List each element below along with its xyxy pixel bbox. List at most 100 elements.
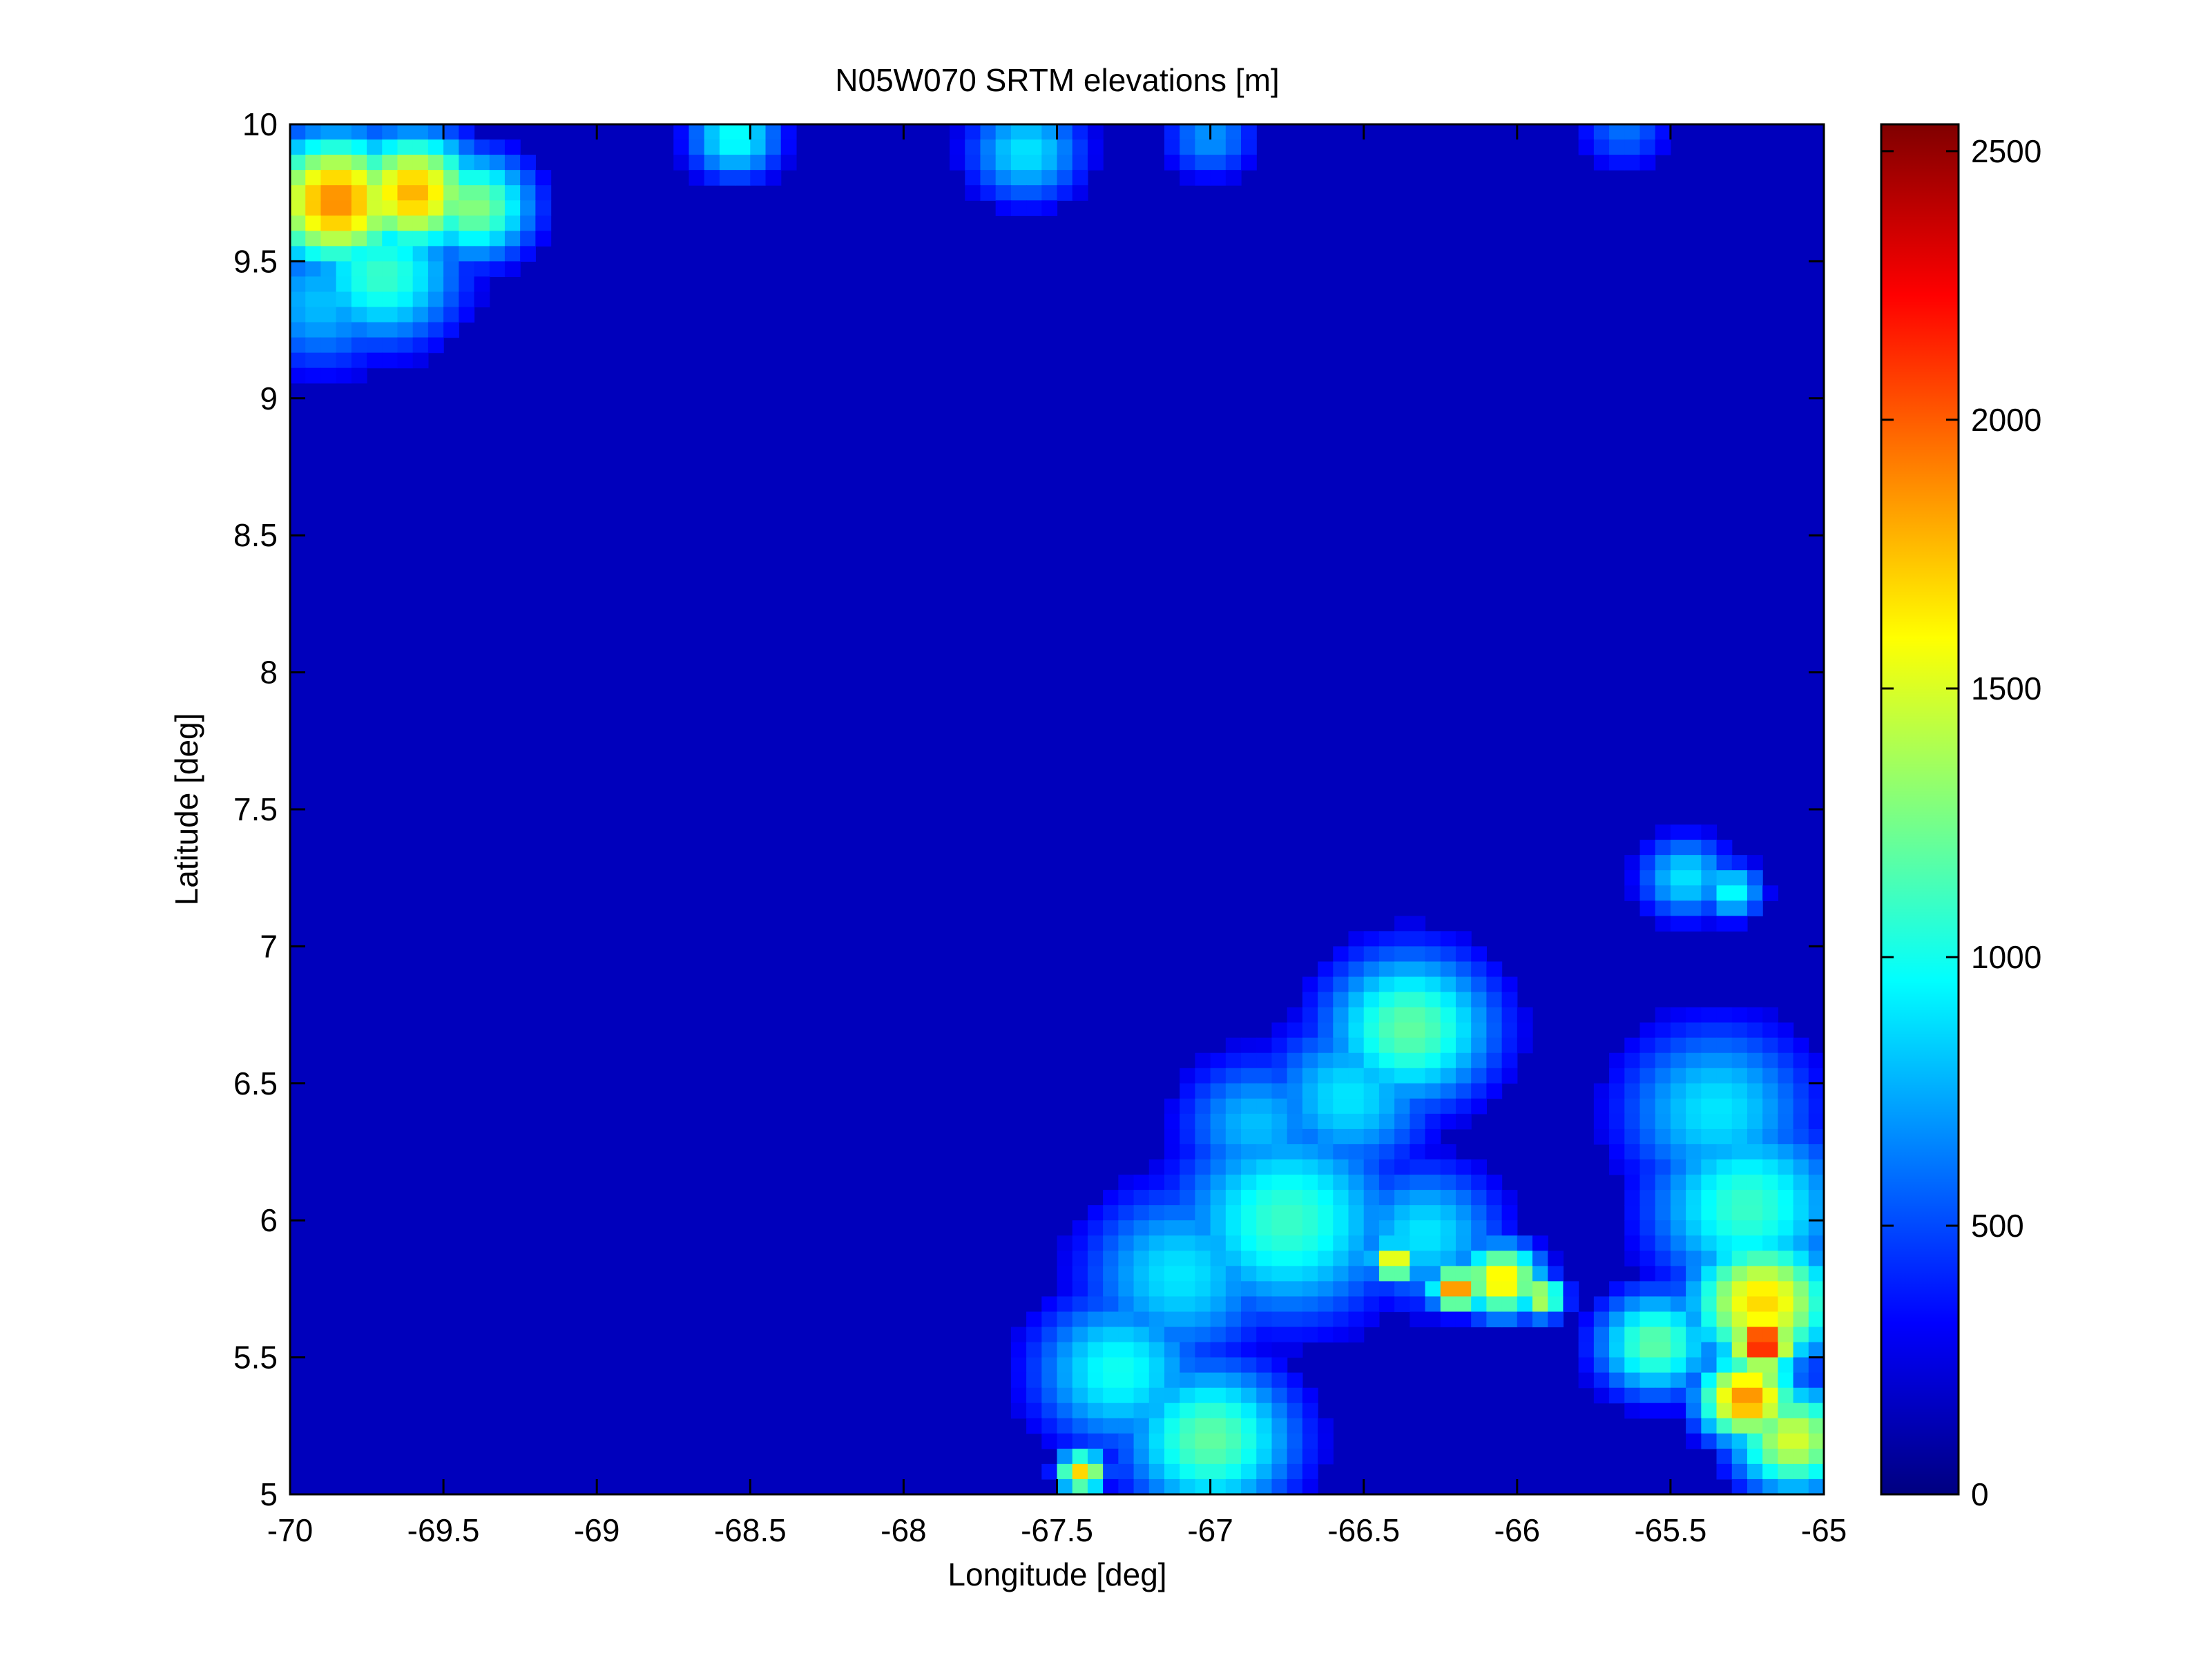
heatmap-cell	[1501, 1022, 1518, 1039]
heatmap-cell	[1363, 1083, 1380, 1099]
heatmap-cell	[1210, 1387, 1227, 1404]
heatmap-cell	[1287, 1418, 1303, 1434]
heatmap-cell	[1686, 1342, 1702, 1358]
heatmap-cell	[1302, 1402, 1318, 1419]
heatmap-cell	[1241, 1327, 1257, 1343]
heatmap-cell	[1010, 155, 1027, 171]
heatmap-cell	[427, 231, 444, 247]
heatmap-cell	[1762, 1402, 1778, 1419]
heatmap-cell	[1333, 961, 1349, 978]
heatmap-cell	[1639, 1266, 1656, 1282]
heatmap-cell	[689, 124, 705, 140]
heatmap-cell	[1808, 1205, 1825, 1221]
heatmap-cell	[1731, 1463, 1748, 1480]
heatmap-cell	[1087, 1251, 1104, 1266]
heatmap-cell	[1180, 1311, 1195, 1328]
heatmap-cell	[1701, 1433, 1718, 1449]
heatmap-cell	[1287, 1402, 1303, 1419]
heatmap-cell	[1486, 1311, 1503, 1328]
heatmap-cell	[704, 170, 720, 186]
heatmap-cell	[427, 261, 444, 278]
heatmap-cell	[1410, 1128, 1426, 1145]
heatmap-cell	[1133, 1251, 1150, 1266]
heatmap-cell	[1455, 1113, 1472, 1130]
heatmap-cell	[1701, 1113, 1718, 1130]
heatmap-cell	[382, 155, 398, 171]
heatmap-cell	[382, 322, 398, 338]
heatmap-cell	[1716, 885, 1733, 901]
heatmap-cell	[780, 124, 797, 140]
heatmap-cell	[305, 307, 322, 323]
heatmap-cell	[367, 291, 383, 308]
heatmap-cell	[1394, 916, 1410, 932]
heatmap-cell	[1639, 1068, 1656, 1084]
heatmap-cell	[1762, 1296, 1778, 1313]
heatmap-cell	[1793, 1281, 1809, 1298]
heatmap-cell	[1455, 1022, 1472, 1039]
heatmap-cell	[1686, 1205, 1702, 1221]
heatmap-cell	[1087, 1448, 1104, 1465]
heatmap-cell	[1655, 1083, 1671, 1099]
heatmap-cell	[1425, 1052, 1441, 1069]
heatmap-cell	[1762, 1068, 1778, 1084]
y-tick-label: 5	[260, 1476, 278, 1512]
heatmap-cell	[1210, 1342, 1227, 1358]
heatmap-cell	[1440, 1235, 1456, 1251]
heatmap-cell	[1318, 1175, 1334, 1191]
heatmap-cell	[1103, 1220, 1119, 1236]
heatmap-cell	[1271, 1433, 1288, 1449]
heatmap-cell	[1195, 1387, 1211, 1404]
heatmap-cell	[1225, 170, 1242, 186]
heatmap-cell	[1410, 976, 1426, 993]
heatmap-cell	[443, 261, 459, 278]
heatmap-cell	[443, 200, 459, 216]
heatmap-cell	[1363, 1128, 1380, 1145]
heatmap-cell	[474, 231, 490, 247]
heatmap-cell	[1394, 1052, 1410, 1069]
heatmap-cell	[1378, 1052, 1395, 1069]
heatmap-cell	[1210, 1068, 1227, 1084]
heatmap-cell	[1225, 1175, 1242, 1191]
heatmap-cell	[1333, 946, 1349, 963]
heatmap-cell	[427, 322, 444, 338]
heatmap-cell	[336, 246, 352, 262]
heatmap-cell	[1148, 1220, 1165, 1236]
heatmap-cell	[382, 231, 398, 247]
heatmap-cell	[1348, 1083, 1365, 1099]
heatmap-cell	[320, 231, 337, 247]
heatmap-cell	[1256, 1418, 1273, 1434]
heatmap-cell	[367, 231, 383, 247]
heatmap-cell	[1271, 1266, 1288, 1282]
heatmap-cell	[474, 215, 490, 231]
heatmap-cell	[995, 185, 1012, 201]
heatmap-cell	[382, 291, 398, 308]
heatmap-cell	[1210, 124, 1227, 140]
x-tick-label: -65	[1801, 1512, 1847, 1548]
heatmap-cell	[1087, 1266, 1104, 1282]
heatmap-cell	[1639, 1311, 1656, 1328]
heatmap-cell	[351, 246, 367, 262]
heatmap-cell	[1747, 1037, 1763, 1054]
heatmap-cell	[1333, 976, 1349, 993]
heatmap-cell	[1394, 976, 1410, 993]
heatmap-cell	[1180, 1372, 1195, 1389]
heatmap-cell	[1624, 885, 1641, 901]
heatmap-cell	[1793, 1128, 1809, 1145]
heatmap-cell	[1655, 1357, 1671, 1373]
heatmap-cell	[290, 322, 306, 338]
heatmap-cell	[412, 246, 429, 262]
heatmap-cell	[459, 200, 475, 216]
heatmap-cell	[443, 139, 459, 155]
heatmap-cell	[1716, 1037, 1733, 1054]
heatmap-cell	[1348, 1022, 1365, 1039]
heatmap-cell	[1195, 139, 1211, 155]
heatmap-cell	[1348, 1220, 1365, 1236]
heatmap-cell	[1225, 1342, 1242, 1358]
heatmap-cell	[397, 322, 414, 338]
heatmap-cell	[1318, 992, 1334, 1008]
heatmap-cell	[1762, 1190, 1778, 1206]
heatmap-cell	[1425, 931, 1441, 947]
heatmap-cell	[1716, 1235, 1733, 1251]
x-tick-label: -68.5	[714, 1512, 787, 1548]
heatmap-cell	[1057, 1327, 1073, 1343]
